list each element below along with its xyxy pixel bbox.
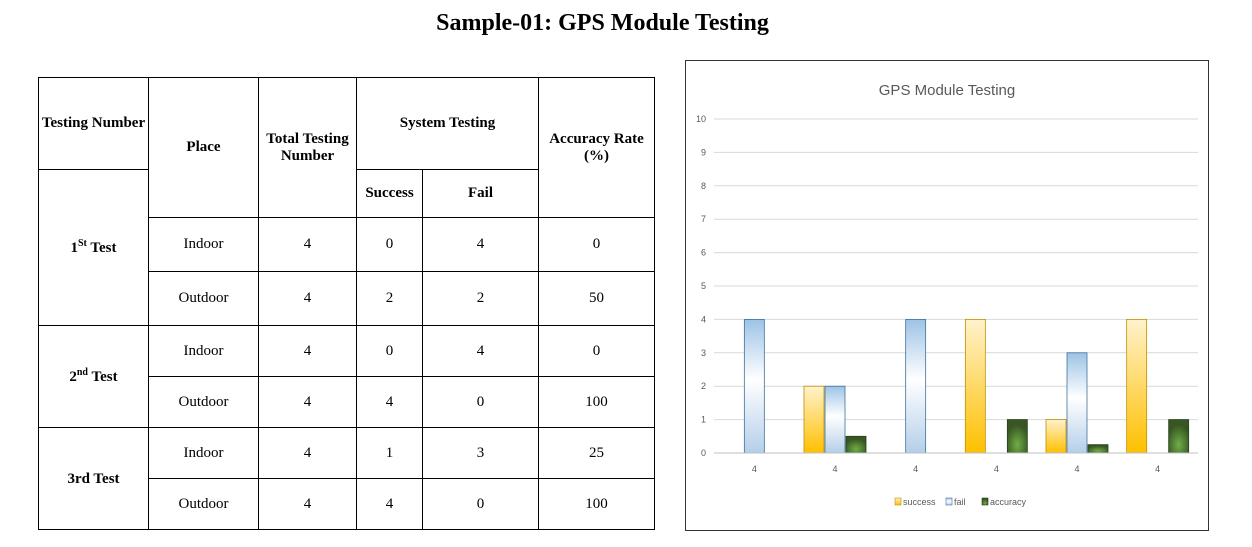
chart-title: GPS Module Testing [879, 82, 1015, 99]
total-cell: 4 [258, 217, 357, 272]
fail-cell: 4 [422, 325, 539, 377]
y-tick-label: 9 [701, 147, 706, 157]
bar-fail [905, 318, 927, 454]
bar-success [803, 385, 825, 454]
bar-success [1045, 419, 1067, 454]
y-tick-label: 7 [701, 214, 706, 224]
bar-accuracy [1006, 419, 1028, 454]
chart-container: GPS Module Testing 0 1 2 3 4 5 6 7 8 9 10 4 4 4 4 4 4 su… [685, 60, 1209, 531]
place-cell: Indoor [148, 217, 259, 272]
y-tick-label: 0 [701, 448, 706, 458]
total-cell: 4 [258, 478, 357, 530]
y-tick-label: 10 [696, 114, 706, 124]
header-system-testing: System Testing [356, 77, 539, 170]
y-tick-label: 8 [701, 181, 706, 191]
success-cell: 0 [356, 325, 423, 377]
legend-swatch-accuracy [981, 497, 989, 506]
total-cell: 4 [258, 376, 357, 428]
table-row: 2nd Test Indoor 4 0 4 0 [38, 325, 655, 428]
place-cell: Outdoor [148, 478, 259, 530]
x-tick-label: 4 [752, 464, 757, 474]
bar-fail [743, 318, 765, 454]
bar-accuracy [1168, 419, 1190, 454]
place-cell: Indoor [148, 325, 259, 377]
test-label: 3rd Test [38, 427, 149, 530]
x-tick-label: 4 [1155, 464, 1160, 474]
bar-chart: GPS Module Testing 0 1 2 3 4 5 6 7 8 9 10 4 4 4 4 4 4 su… [696, 82, 1198, 507]
x-tick-label: 4 [994, 464, 999, 474]
table-row: Indoor 4 0 4 0 [39, 217, 655, 272]
success-cell: 0 [356, 217, 423, 272]
total-cell: 4 [258, 271, 357, 326]
accuracy-cell: 0 [538, 325, 655, 377]
table-row: Outdoor 4 4 0 100 [39, 478, 655, 530]
header-success: Success [356, 169, 423, 218]
legend-swatch-fail [945, 497, 953, 506]
fail-cell: 4 [422, 217, 539, 272]
y-tick-label: 5 [701, 281, 706, 291]
table-row: 3rd Test Indoor 4 1 3 25 [38, 427, 655, 530]
accuracy-cell: 100 [538, 478, 655, 530]
table-row: Outdoor 4 4 0 100 [39, 376, 655, 428]
place-cell: Outdoor [148, 271, 259, 326]
fail-cell: 0 [422, 478, 539, 530]
header-total-testing-number: Total Testing Number [258, 77, 357, 218]
table-row: Outdoor 4 2 2 50 [39, 271, 655, 326]
bar-fail [824, 385, 846, 454]
y-tick-label: 1 [701, 415, 706, 425]
accuracy-cell: 50 [538, 271, 655, 326]
x-tick-label: 4 [832, 464, 837, 474]
bar-success [1126, 318, 1148, 454]
bar-success [964, 318, 986, 454]
header-accuracy-rate: Accuracy Rate (%) [538, 77, 655, 218]
legend-swatch-success [894, 497, 902, 506]
accuracy-cell: 0 [538, 217, 655, 272]
legend-label-accuracy: accuracy [990, 497, 1027, 507]
page-title: Sample-01: GPS Module Testing [436, 10, 769, 36]
accuracy-cell: 25 [538, 427, 655, 479]
fail-cell: 0 [422, 376, 539, 428]
fail-cell: 2 [422, 271, 539, 326]
test-label: 1St Test [38, 169, 149, 326]
fail-cell: 3 [422, 427, 539, 479]
place-cell: Outdoor [148, 376, 259, 428]
x-tick-label: 4 [913, 464, 918, 474]
header-testing-number: Testing Number [38, 77, 149, 170]
y-tick-label: 3 [701, 348, 706, 358]
bar-accuracy [845, 435, 867, 454]
testing-table: Testing Number Place Total Testing Numbe… [38, 77, 655, 530]
test-label: 2nd Test [38, 325, 149, 428]
y-tick-label: 2 [701, 381, 706, 391]
header-place: Place [148, 77, 259, 218]
y-tick-label: 6 [701, 248, 706, 258]
bar-fail [1066, 352, 1088, 454]
success-cell: 1 [356, 427, 423, 479]
header-fail: Fail [422, 169, 539, 218]
success-cell: 4 [356, 376, 423, 428]
total-cell: 4 [258, 325, 357, 377]
accuracy-cell: 100 [538, 376, 655, 428]
x-tick-label: 4 [1074, 464, 1079, 474]
bar-accuracy [1087, 444, 1109, 454]
total-cell: 4 [258, 427, 357, 479]
success-cell: 4 [356, 478, 423, 530]
legend-label-success: success [903, 497, 936, 507]
place-cell: Indoor [148, 427, 259, 479]
success-cell: 2 [356, 271, 423, 326]
y-tick-label: 4 [701, 314, 706, 324]
legend-label-fail: fail [954, 497, 966, 507]
